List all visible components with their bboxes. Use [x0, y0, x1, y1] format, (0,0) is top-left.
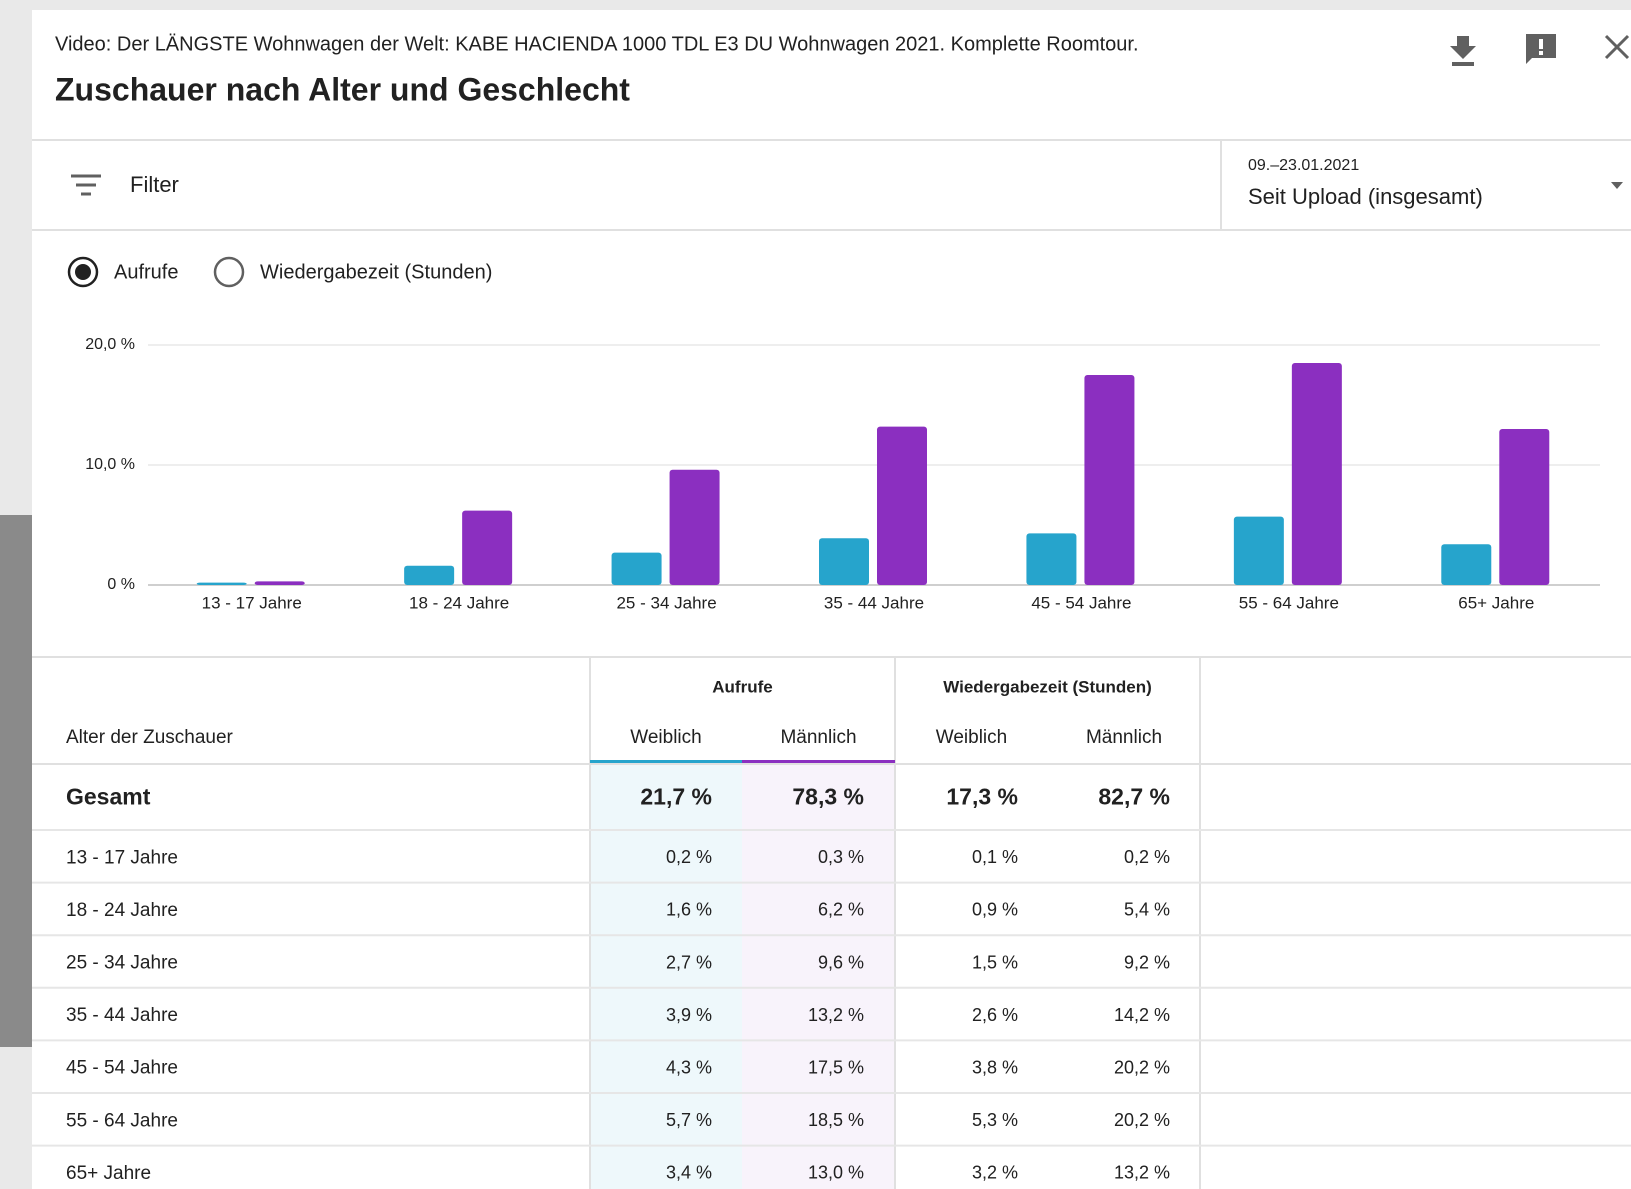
bar	[611, 552, 662, 585]
x-tick-label: 35 - 44 Jahre	[824, 593, 924, 612]
cell: 78,3 %	[792, 784, 864, 810]
cell: 18,5 %	[808, 1110, 864, 1130]
cell: 2,6 %	[972, 1005, 1018, 1025]
dialog	[32, 10, 1631, 1189]
x-tick-label: 13 - 17 Jahre	[202, 593, 302, 612]
column-tint	[590, 763, 742, 1189]
date-range: 09.–23.01.2021	[1248, 157, 1359, 174]
cell: 14,2 %	[1114, 1005, 1170, 1025]
x-tick-label: 55 - 64 Jahre	[1239, 593, 1339, 612]
total-label: Gesamt	[66, 784, 151, 810]
feedback-icon[interactable]	[1526, 34, 1556, 64]
download-icon[interactable]	[1450, 36, 1476, 66]
bar	[1499, 429, 1550, 585]
row-label: 65+ Jahre	[66, 1163, 151, 1184]
row-label: 25 - 34 Jahre	[66, 953, 178, 974]
row-header: Alter der Zuschauer	[66, 727, 234, 748]
cell: 3,4 %	[666, 1163, 712, 1183]
filter-icon[interactable]	[71, 174, 101, 196]
bar	[196, 582, 247, 585]
cell: 4,3 %	[666, 1057, 712, 1077]
cell: 9,2 %	[1124, 952, 1170, 972]
cell: 82,7 %	[1098, 784, 1170, 810]
cell: 17,5 %	[808, 1057, 864, 1077]
bar	[819, 538, 869, 585]
x-tick-label: 45 - 54 Jahre	[1031, 593, 1131, 612]
x-tick-label: 25 - 34 Jahre	[616, 593, 716, 612]
period-select[interactable]: Seit Upload (insgesamt)	[1248, 184, 1483, 209]
bar	[1441, 544, 1492, 585]
close-icon[interactable]	[1604, 34, 1630, 60]
cell: 0,1 %	[972, 847, 1018, 867]
cell: 0,3 %	[818, 847, 864, 867]
dropdown-arrow[interactable]	[1611, 182, 1623, 189]
cell: 1,5 %	[972, 952, 1018, 972]
cell: 0,9 %	[972, 900, 1018, 920]
cell: 13,2 %	[808, 1005, 864, 1025]
radio-button[interactable]	[213, 256, 245, 288]
bar	[462, 510, 513, 585]
cell: 0,2 %	[666, 847, 712, 867]
cell: 5,3 %	[972, 1110, 1018, 1130]
cell: 5,7 %	[666, 1110, 712, 1130]
bar	[877, 426, 927, 585]
radio-button[interactable]	[67, 256, 99, 288]
radio-label[interactable]: Aufrufe	[114, 261, 178, 283]
cell: 9,6 %	[818, 952, 864, 972]
filter-input[interactable]: Filter	[130, 172, 179, 197]
sub-header[interactable]: Männlich	[1086, 727, 1162, 748]
cell: 20,2 %	[1114, 1110, 1170, 1130]
bar	[1026, 533, 1077, 585]
x-tick-label: 18 - 24 Jahre	[409, 593, 509, 612]
group-header: Aufrufe	[712, 677, 772, 696]
dialog-title: Zuschauer nach Alter und Geschlecht	[55, 71, 630, 107]
y-tick-label: 20,0 %	[85, 336, 135, 353]
bar	[254, 581, 305, 585]
radio-label[interactable]: Wiedergabezeit (Stunden)	[260, 261, 492, 283]
row-label: 55 - 64 Jahre	[66, 1110, 178, 1131]
row-label: 45 - 54 Jahre	[66, 1058, 178, 1079]
backdrop	[0, 515, 32, 1047]
bar	[404, 565, 455, 585]
sub-header[interactable]: Weiblich	[630, 727, 701, 748]
cell: 6,2 %	[818, 900, 864, 920]
cell: 3,2 %	[972, 1163, 1018, 1183]
bar	[1291, 363, 1342, 585]
bar	[1084, 375, 1135, 585]
row-label: 13 - 17 Jahre	[66, 847, 178, 868]
y-tick-label: 0 %	[107, 576, 135, 593]
cell: 3,8 %	[972, 1057, 1018, 1077]
sub-header[interactable]: Männlich	[780, 727, 856, 748]
radio-dot	[75, 264, 91, 280]
column-tint	[742, 763, 895, 1189]
row-label: 35 - 44 Jahre	[66, 1005, 178, 1026]
group-header: Wiedergabezeit (Stunden)	[943, 677, 1152, 696]
sub-header[interactable]: Weiblich	[936, 727, 1007, 748]
video-title: Video: Der LÄNGSTE Wohnwagen der Welt: K…	[55, 33, 1139, 55]
cell: 0,2 %	[1124, 847, 1170, 867]
cell: 3,9 %	[666, 1005, 712, 1025]
x-tick-label: 65+ Jahre	[1458, 593, 1534, 612]
cell: 13,2 %	[1114, 1163, 1170, 1183]
row-label: 18 - 24 Jahre	[66, 900, 178, 921]
cell: 2,7 %	[666, 952, 712, 972]
y-tick-label: 10,0 %	[85, 456, 135, 473]
cell: 17,3 %	[946, 784, 1018, 810]
cell: 20,2 %	[1114, 1057, 1170, 1077]
cell: 13,0 %	[808, 1163, 864, 1183]
bar	[669, 469, 720, 585]
bar	[1233, 516, 1284, 585]
cell: 21,7 %	[640, 784, 712, 810]
cell: 1,6 %	[666, 900, 712, 920]
cell: 5,4 %	[1124, 900, 1170, 920]
